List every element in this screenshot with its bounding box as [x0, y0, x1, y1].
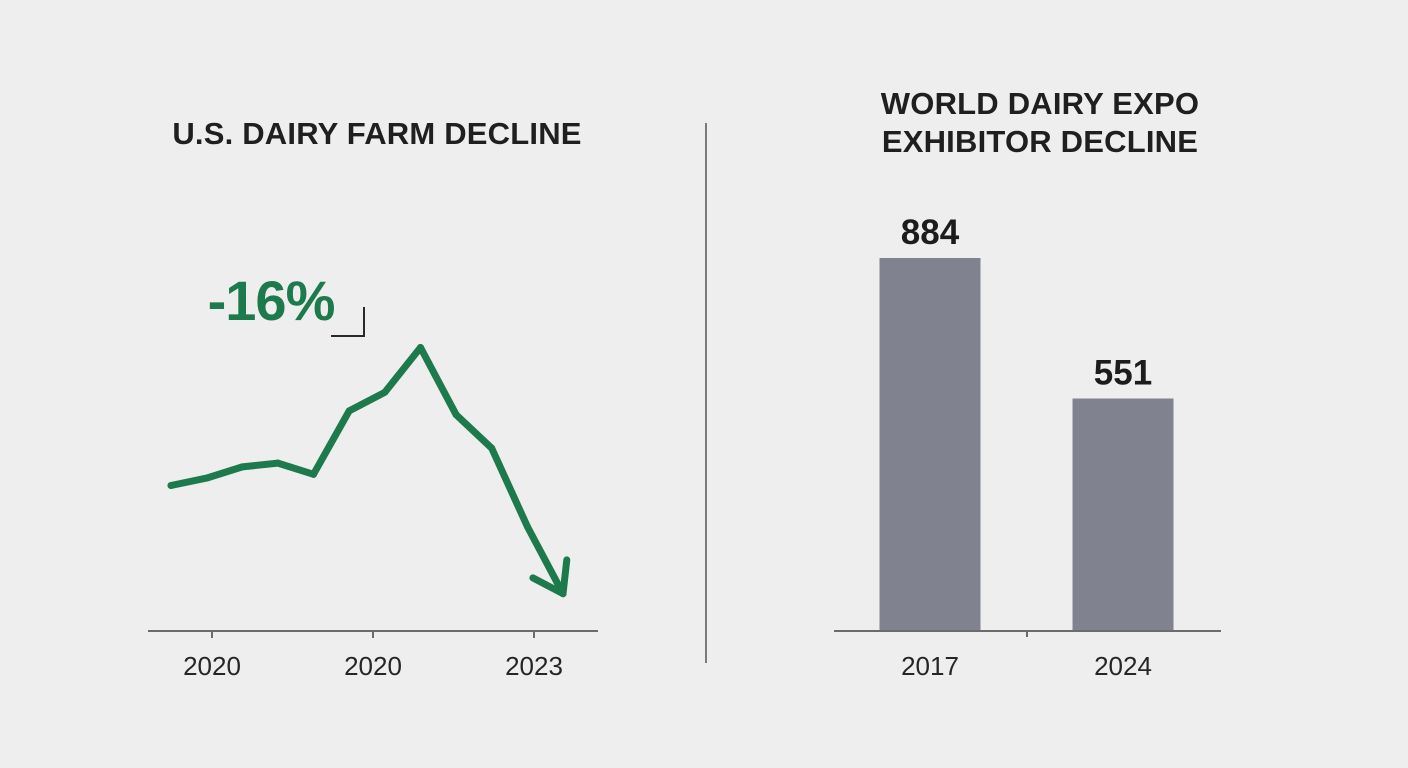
percent-change-annotation: -16% [208, 269, 335, 332]
line-point-3 [274, 459, 282, 467]
bar-category-label-2017: 2017 [901, 651, 959, 681]
bar-category-label-2024: 2024 [1094, 651, 1152, 681]
bar-2024 [1072, 398, 1174, 631]
line-point-10 [523, 523, 531, 531]
line-x-tick-label-2: 2023 [505, 651, 563, 681]
line-chart-title: U.S. DAIRY FARM DECLINE [172, 116, 581, 151]
down-arrow-icon [529, 556, 571, 598]
bar-chart-panel: WORLD DAIRY EXPO EXHIBITOR DECLINE 884 20… [834, 86, 1221, 681]
line-point-6 [381, 388, 389, 396]
line-point-8 [452, 411, 460, 419]
bar-2017 [879, 258, 981, 631]
line-point-9 [488, 444, 496, 452]
line-x-tick-label-0: 2020 [183, 651, 241, 681]
line-chart-panel: U.S. DAIRY FARM DECLINE -16% 2020 2020 202… [148, 116, 598, 681]
farm-trend-line [167, 344, 567, 598]
line-point-7 [416, 344, 424, 352]
line-point-4 [310, 470, 318, 478]
bar-chart-title-line-1: WORLD DAIRY EXPO [881, 86, 1199, 121]
line-x-tick-label-1: 2020 [344, 651, 402, 681]
bar-plot-area: 884 2017 551 2024 [879, 213, 1174, 681]
annotation-bracket [331, 307, 365, 337]
bar-value-label-2024: 551 [1094, 354, 1152, 393]
line-chart-x-ticks: 2020 2020 2023 [183, 631, 563, 681]
line-point-0 [167, 482, 175, 490]
line-point-2 [238, 463, 246, 471]
bar-chart-title-line-2: EXHIBITOR DECLINE [882, 124, 1198, 159]
line-plot-area [167, 344, 571, 598]
line-point-5 [345, 407, 353, 415]
bar-value-label-2017: 884 [901, 213, 960, 252]
line-point-1 [203, 474, 211, 482]
